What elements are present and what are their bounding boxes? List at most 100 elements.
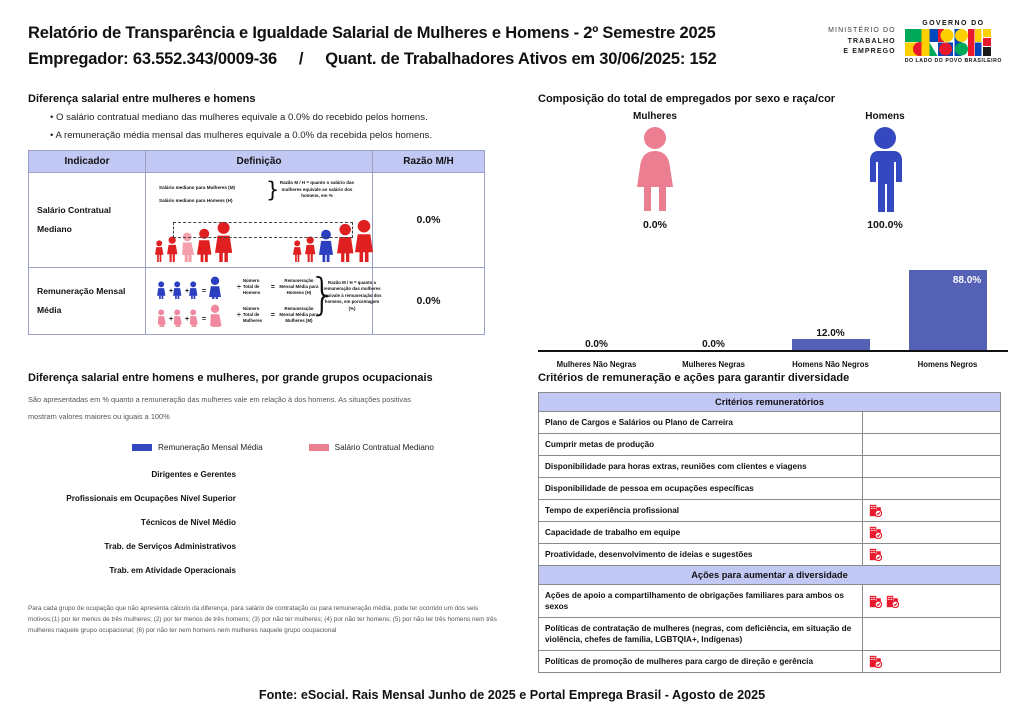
women-figures-icon: + + =	[157, 304, 222, 327]
gov-logo-top-text: GOVERNO DO	[922, 20, 985, 27]
col-header-indicator: Indicador	[28, 150, 146, 173]
definition-cell-monthly-pay: + + = ÷ Número Total de Homens = Remuner…	[145, 267, 382, 335]
monthly-pay-diagram: + + = ÷ Número Total de Homens = Remuner…	[149, 271, 382, 331]
salary-indicator-table: Indicador Definição Razão M/H Salário Co…	[28, 150, 485, 335]
diagram-formula-labels: Salário mediano para Mulheres (M) Salári…	[159, 181, 235, 207]
formula-men-label: Salário mediano para Homens (H)	[159, 198, 233, 203]
criteria-label-horas-extras: Disponibilidade para horas extras, reuni…	[538, 455, 863, 478]
table-row: Remuneração Mensal Média	[28, 267, 485, 335]
median-comparison-dashed-box	[173, 222, 353, 238]
occupational-label-profissionais: Profissionais em Ocupações Nível Superio…	[66, 494, 236, 503]
legend-swatch-pink-icon	[308, 444, 329, 451]
building-check-icon	[869, 655, 882, 668]
women-result-label: Remuneração Mensal Média para Mulheres (…	[279, 306, 319, 323]
x-tick-label-homens-nao-negros: Homens Não Negros	[792, 360, 869, 369]
occupational-groups-section: Diferença salarial entre homens e mulher…	[28, 372, 498, 636]
men-total-label: Número Total de Homens	[242, 278, 261, 295]
criteria-label-trabalho-equipe: Capacidade de trabalho em equipe	[538, 521, 863, 544]
ministry-line-1: MINISTÉRIO DO	[828, 27, 896, 35]
composition-title: Composição do total de empregados por se…	[538, 93, 836, 105]
building-check-icon	[886, 595, 899, 608]
table-row: Políticas de promoção de mulheres para c…	[538, 650, 1002, 673]
row-label-median-salary: Salário Contratual Mediano	[28, 172, 146, 268]
occupational-footnote: Para cada grupo de ocupação que não apre…	[28, 605, 497, 634]
government-logo-block: MINISTÉRIO DO TRABALHO E EMPREGO GOVERNO…	[828, 20, 1002, 64]
table-row: Ações de apoio a compartilhamento de obr…	[538, 584, 1002, 618]
criteria-label-contratacao-mulheres: Políticas de contratação de mulheres (ne…	[538, 617, 863, 651]
criteria-mark-ocupacoes-especificas	[861, 477, 1002, 500]
occupational-row: Técnicos de Nível Médio	[28, 518, 498, 542]
bar-homens-nao-negros	[791, 339, 870, 350]
table-row: Proatividade, desenvolvimento de ideias …	[538, 543, 1002, 566]
table-header-row: Indicador Definição Razão M/H	[28, 150, 485, 173]
people-pictogram-icon	[155, 219, 374, 262]
bar-group-mulheres-nao-negras: 0.0%	[538, 339, 655, 350]
occupational-chart-rows: Dirigentes e Gerentes Profissionais em O…	[28, 470, 498, 590]
occupational-label-tecnicos: Técnicos de Nível Médio	[140, 518, 236, 527]
occupational-row: Trab. em Atividade Operacionais	[28, 566, 498, 590]
criteria-label-metas-producao: Cumprir metas de produção	[538, 433, 863, 456]
criteria-group-2-header: Ações para aumentar a diversidade	[537, 565, 1002, 585]
svg-text:+: +	[185, 316, 189, 323]
row-label-line-2: Média	[37, 305, 62, 315]
building-check-icon	[869, 504, 882, 517]
occupational-label-operacionais: Trab. em Atividade Operacionais	[109, 566, 236, 575]
report-title: Relatório de Transparência e Igualdade S…	[28, 24, 716, 42]
table-row: Capacidade de trabalho em equipe	[538, 521, 1002, 544]
criteria-label-plano-cargos: Plano de Cargos e Salários ou Plano de C…	[538, 411, 863, 434]
criteria-mark-metas-producao	[861, 433, 1002, 456]
men-figures-icon: + + =	[157, 276, 222, 299]
legend-item-monthly-average: Remuneração Mensal Média	[132, 443, 263, 452]
x-tick-label-mulheres-nao-negras: Mulheres Não Negras	[556, 360, 637, 369]
table-row: Cumprir metas de produção	[538, 433, 1002, 456]
criteria-mark-obrigacoes-familiares	[861, 584, 1002, 618]
svg-text:=: =	[202, 316, 206, 323]
legend-item-median-contract: Salário Contratual Mediano	[308, 443, 434, 452]
pictogram-men: Homens 100.0%	[820, 111, 950, 231]
criteria-mark-horas-extras	[861, 455, 1002, 478]
x-tick-label-mulheres-negras: Mulheres Negras	[682, 360, 745, 369]
building-check-icon	[869, 548, 882, 561]
bar-group-homens-nao-negros: 12.0%	[772, 328, 889, 350]
formula-women-label: Salário mediano para Mulheres (M)	[159, 185, 236, 190]
pictogram-women-value: 0.0%	[643, 219, 667, 231]
criteria-mark-proatividade	[861, 543, 1002, 566]
criteria-label-tempo-experiencia: Tempo de experiência profissional	[538, 499, 863, 522]
bar-value-label: 0.0%	[702, 339, 725, 350]
salary-difference-section: Diferença salarial entre mulheres e home…	[28, 93, 490, 335]
x-tick-label-homens-negros: Homens Negros	[917, 360, 978, 369]
women-average-formula-row: + + = ÷ Número Total de Mulheres = Remun…	[157, 303, 321, 327]
col-header-ratio: Razão M/H	[372, 150, 485, 173]
composition-section: Composição do total de empregados por se…	[538, 93, 1008, 375]
criteria-label-proatividade: Proatividade, desenvolvimento de ideias …	[538, 543, 863, 566]
monthly-formula-explanation: Razão M / H = quanto a remuneração das m…	[322, 280, 382, 311]
building-check-icon	[869, 526, 882, 539]
gov-brasil-logo: GOVERNO DO	[904, 20, 1002, 64]
table-row: Disponibilidade para horas extras, reuni…	[538, 455, 1002, 478]
bar-group-homens-negros: 88.0%	[889, 270, 1006, 350]
occupational-label-dirigentes: Dirigentes e Gerentes	[151, 470, 236, 479]
divide-sign: ÷	[237, 311, 241, 319]
men-result-label: Remuneração Mensal Média para Homens (H)	[279, 278, 319, 295]
ratio-value-monthly-pay: 0.0%	[372, 267, 485, 335]
svg-text:+: +	[169, 288, 173, 295]
criteria-table: Critérios remuneratórios Plano de Cargos…	[537, 392, 1002, 673]
criteria-title: Critérios de remuneração e ações para ga…	[538, 372, 850, 384]
occupational-groups-title: Diferença salarial entre homens e mulher…	[28, 372, 433, 384]
occupational-row: Dirigentes e Gerentes	[28, 470, 498, 494]
table-row: Salário Contratual Mediano Salário media…	[28, 172, 485, 268]
ministry-line-3: E EMPREGO	[843, 48, 896, 56]
occupational-chart-legend: Remuneração Mensal Média Salário Contrat…	[132, 443, 498, 452]
legend-label-monthly-average: Remuneração Mensal Média	[158, 443, 263, 452]
pictogram-women: Mulheres 0.0%	[590, 111, 720, 231]
legend-label-median-contract: Salário Contratual Mediano	[334, 443, 434, 452]
header-titles: Relatório de Transparência e Igualdade S…	[28, 20, 717, 72]
criteria-label-obrigacoes-familiares: Ações de apoio a compartilhamento de obr…	[538, 584, 863, 618]
svg-text:=: =	[202, 288, 206, 295]
table-row: Tempo de experiência profissional	[538, 499, 1002, 522]
definition-cell-median-salary: Salário mediano para Mulheres (M) Salári…	[145, 172, 374, 268]
bar-value-label: 88.0%	[952, 275, 982, 286]
row-label-line-1: Remuneração Mensal	[37, 286, 126, 296]
median-salary-diagram: Salário mediano para Mulheres (M) Salári…	[149, 176, 374, 264]
bar-value-label: 12.0%	[816, 328, 845, 339]
